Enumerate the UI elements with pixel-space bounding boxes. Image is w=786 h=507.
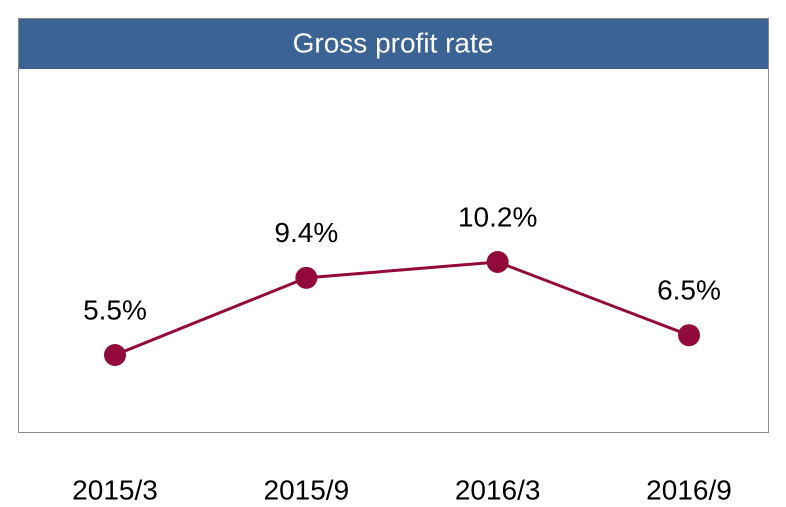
marker — [295, 266, 318, 289]
x-tick-label: 2016/3 — [455, 474, 541, 505]
marker — [104, 344, 126, 366]
data-label: 5.5% — [83, 294, 147, 325]
data-label: 9.4% — [274, 217, 338, 248]
x-tick-label: 2015/9 — [264, 474, 350, 505]
plot-frame — [18, 18, 769, 433]
x-tick-label: 2016/9 — [646, 474, 732, 505]
x-tick-label: 2015/3 — [72, 474, 158, 505]
data-label: 6.5% — [657, 275, 721, 306]
line — [114, 260, 690, 357]
title-bar — [19, 19, 768, 69]
data-label: 10.2% — [458, 201, 537, 232]
marker — [486, 251, 509, 273]
chart-title: Gross profit rate — [293, 27, 494, 58]
marker — [678, 324, 700, 347]
